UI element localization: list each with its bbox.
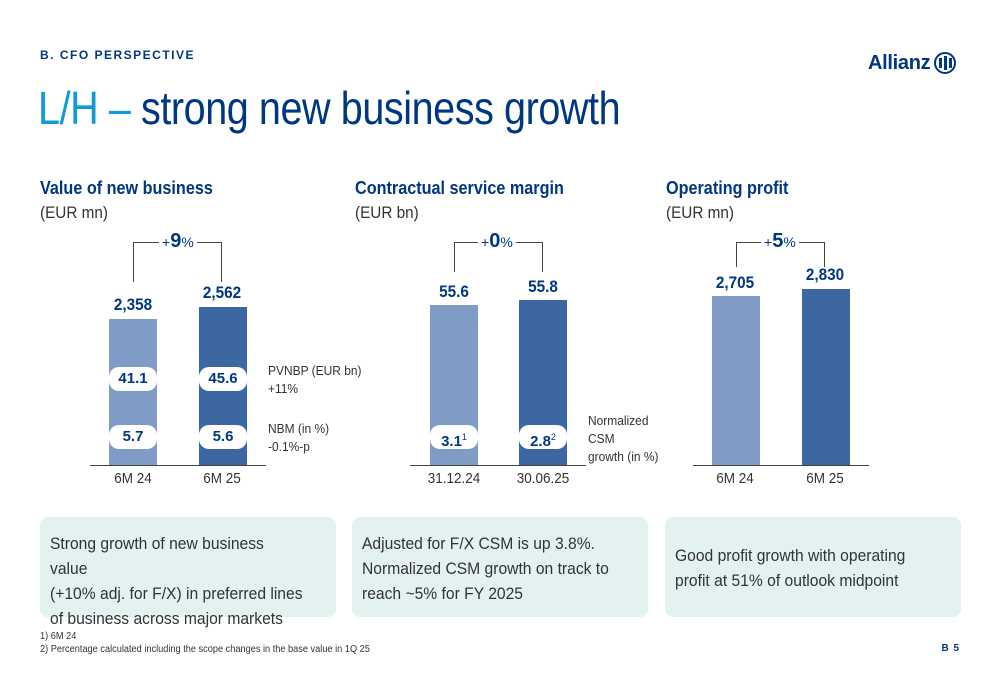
op-unit: (EUR mn) — [666, 203, 735, 222]
csm-value-311224: 55.6 — [439, 282, 469, 301]
vnb-value-6m25: 2,562 — [202, 283, 242, 302]
section-label: B. CFO PERSPECTIVE — [40, 48, 196, 62]
page-number: B 5 — [941, 643, 960, 654]
op-title: Operating profit — [666, 178, 789, 198]
op-axis — [693, 465, 869, 466]
csm-axis — [410, 465, 586, 466]
title-prefix: L/H – — [38, 82, 131, 134]
op-growth-label: +5% — [761, 230, 799, 253]
vnb-cat-6m24: 6M 24 — [114, 470, 152, 487]
vnb-nbm-6m25: 5.6 — [199, 425, 247, 449]
op-value-6m25: 2,830 — [805, 265, 845, 284]
vnb-unit: (EUR mn) — [40, 203, 109, 222]
csm-title: Contractual service margin — [355, 178, 564, 198]
vnb-comment-box: Strong growth of new business value (+10… — [40, 517, 336, 628]
vnb-nbm-6m24: 5.7 — [109, 425, 157, 449]
vnb-value-6m24: 2,358 — [113, 295, 153, 314]
vnb-pvnbp-6m25: 45.6 — [199, 367, 247, 391]
pvnbp-label: PVNBP (EUR bn) +11% — [268, 363, 362, 396]
op-cat-6m24: 6M 24 — [716, 470, 754, 487]
op-bar-6m25 — [802, 289, 850, 465]
vnb-growth-label: +9% — [159, 230, 197, 253]
csm-cat-311224: 31.12.24 — [427, 470, 481, 487]
page-title: L/H – strong new business growth — [38, 80, 621, 136]
normalized-csm-label: Normalized CSM growth (in %) — [588, 413, 659, 464]
nbm-label: NBM (in %) -0.1%-p — [268, 421, 330, 454]
vnb-title: Value of new business — [40, 178, 213, 198]
allianz-eagle-icon — [934, 52, 957, 74]
csm-unit: (EUR bn) — [355, 203, 419, 222]
logo-text: Allianz — [868, 51, 931, 74]
vnb-cat-6m25: 6M 25 — [203, 470, 241, 487]
csm-growth-pill-311224: 3.11 — [430, 425, 478, 450]
csm-value-300625: 55.8 — [528, 277, 558, 296]
footnote-1: 1) 6M 24 — [40, 631, 77, 642]
csm-growth-label: +0% — [478, 230, 516, 253]
title-main: strong new business growth — [140, 82, 621, 134]
allianz-logo: Allianz — [868, 48, 957, 78]
csm-growth-pill-300625: 2.82 — [519, 425, 567, 450]
op-value-6m24: 2,705 — [715, 273, 755, 292]
footnote-2: 2) Percentage calculated including the s… — [40, 644, 370, 655]
vnb-axis — [90, 465, 266, 466]
op-cat-6m25: 6M 25 — [806, 470, 844, 487]
op-bar-6m24 — [712, 296, 760, 465]
csm-comment-box: Adjusted for F/X CSM is up 3.8%. Normali… — [352, 517, 648, 617]
vnb-pvnbp-6m24: 41.1 — [109, 367, 157, 391]
csm-cat-300625: 30.06.25 — [516, 470, 570, 487]
op-comment-box: Good profit growth with operating profit… — [665, 517, 961, 617]
